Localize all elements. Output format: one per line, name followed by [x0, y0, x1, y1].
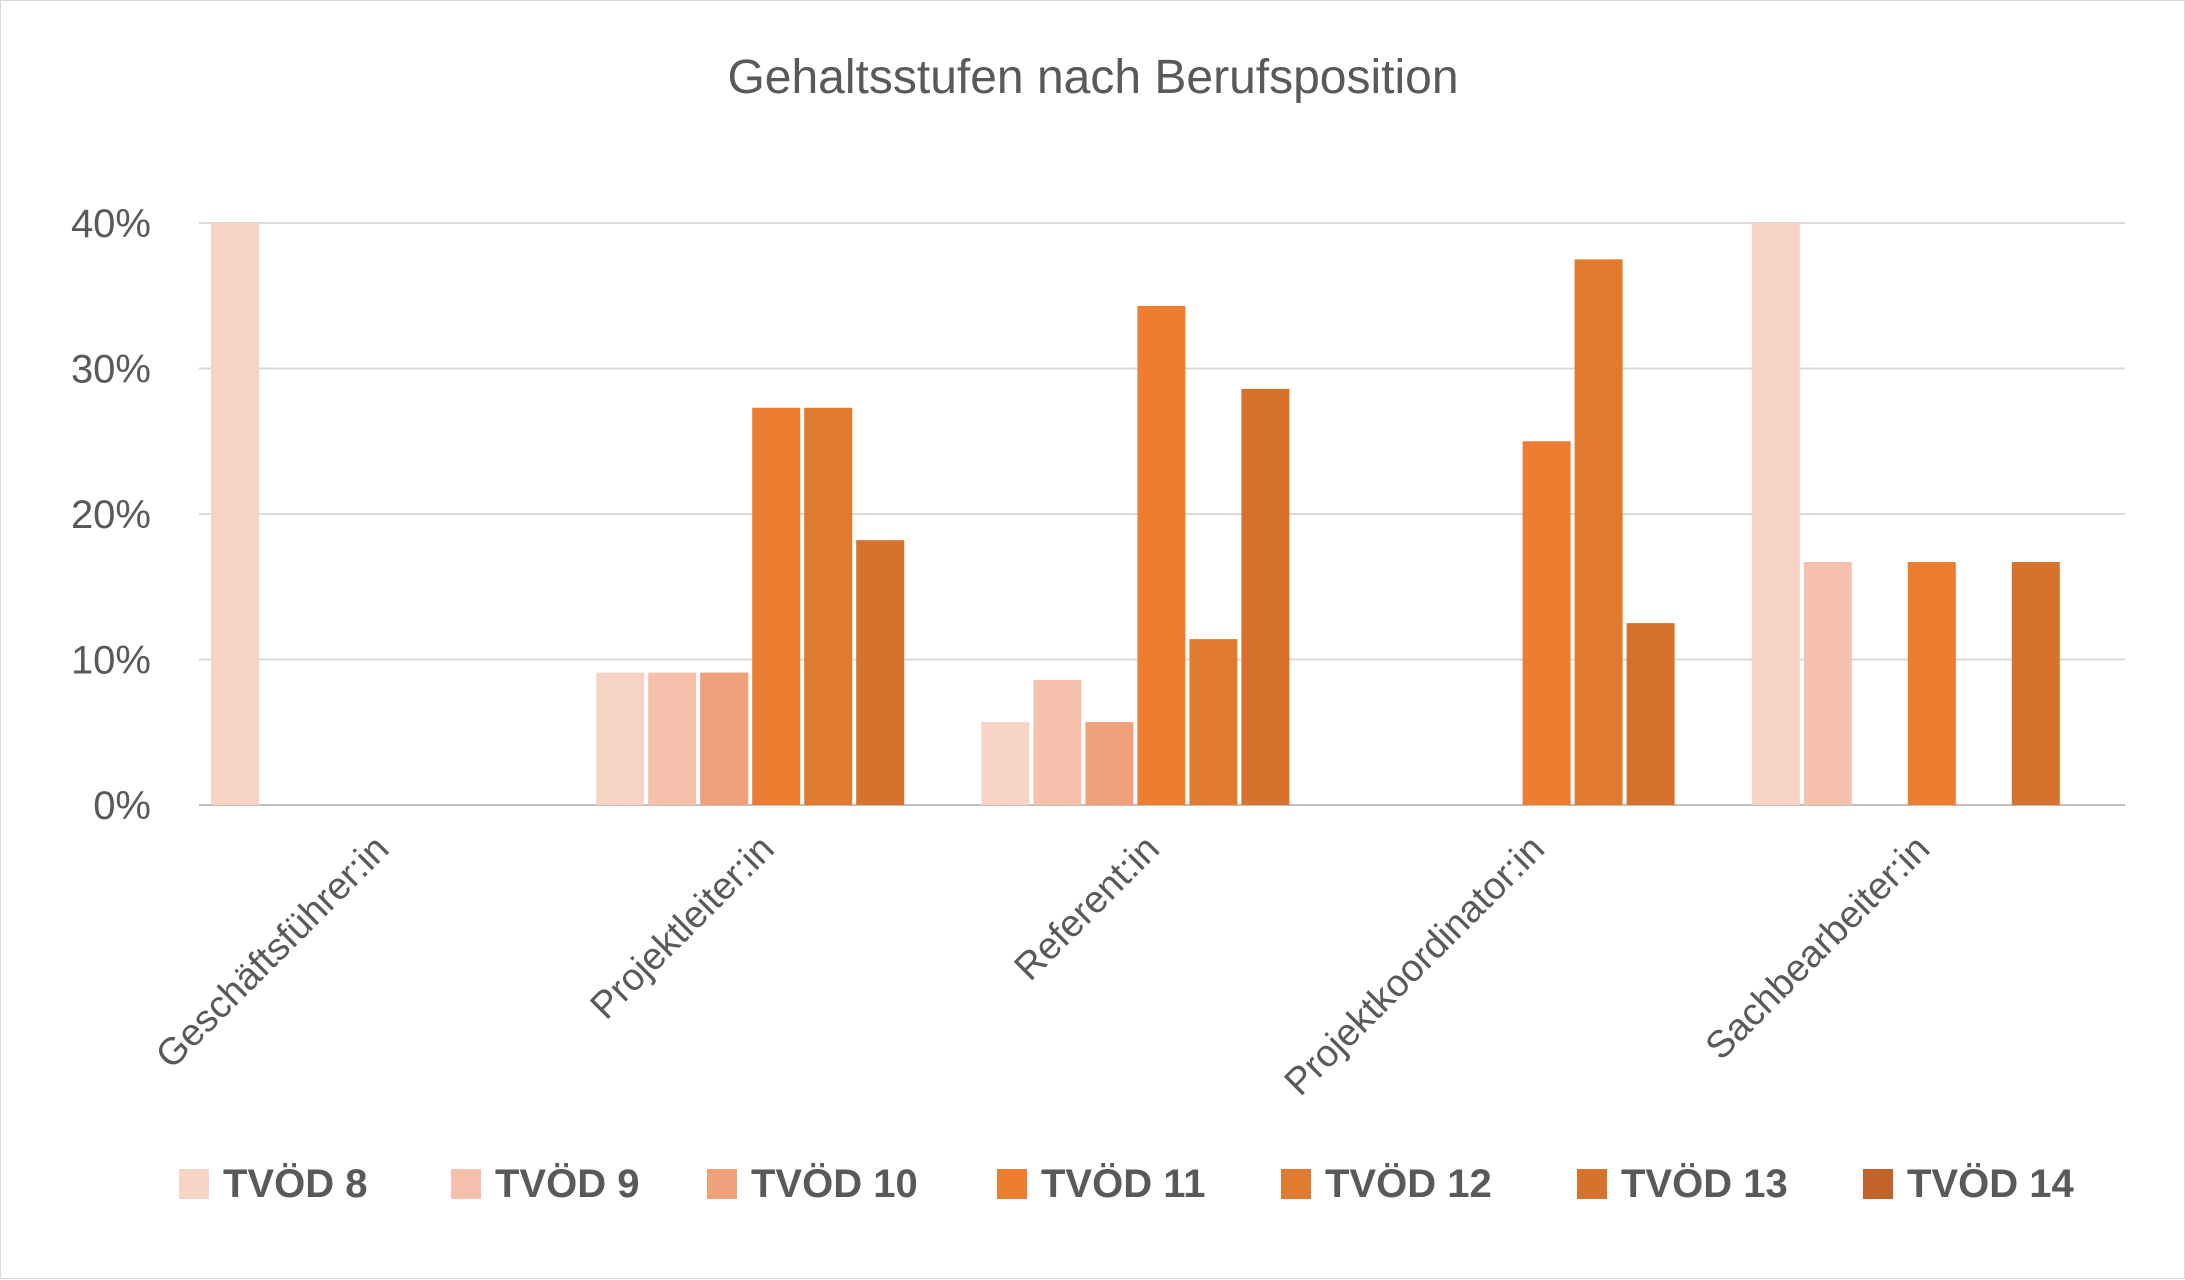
legend-label: TVÖD 12	[1325, 1161, 1492, 1206]
bar	[1137, 305, 1186, 805]
legend-swatch	[997, 1169, 1027, 1199]
y-tick-label: 20%	[71, 493, 151, 537]
bar	[1626, 623, 1675, 805]
legend-label: TVÖD 13	[1621, 1161, 1788, 1206]
bar	[1907, 562, 1956, 805]
bar	[1241, 388, 1290, 805]
bar	[700, 672, 749, 805]
y-tick-label: 40%	[71, 202, 151, 246]
x-tick-label: Geschäftsführer:in	[148, 828, 397, 1077]
chart-title: Gehaltsstufen nach Berufsposition	[727, 51, 1458, 104]
bar	[596, 672, 645, 805]
legend-label: TVÖD 9	[495, 1161, 639, 1206]
x-tick-label: Projektkoordinator:in	[1277, 828, 1553, 1104]
x-tick-label: Sachbearbeiter:in	[1698, 828, 1938, 1068]
bar	[1189, 639, 1238, 805]
legend-swatch	[179, 1169, 209, 1199]
x-tick-label: Projektleiter:in	[583, 828, 783, 1028]
bar	[1803, 562, 1852, 805]
bar	[2011, 562, 2060, 805]
bar	[1085, 722, 1134, 805]
bar	[1574, 259, 1623, 805]
legend-swatch	[451, 1169, 481, 1199]
y-tick-label: 0%	[93, 784, 151, 828]
legend-swatch	[1281, 1169, 1311, 1199]
bar	[1033, 679, 1082, 805]
bar	[856, 540, 905, 805]
legend-swatch	[1863, 1169, 1893, 1199]
legend-swatch	[707, 1169, 737, 1199]
bar	[752, 407, 801, 805]
bar	[211, 223, 259, 805]
bar	[648, 672, 697, 805]
legend: TVÖD 8 TVÖD 9 TVÖD 10 TVÖD 11 TVÖD 12 TVÖD 13…	[179, 1161, 2074, 1206]
legend-label: TVÖD 14	[1907, 1161, 2074, 1206]
bar	[1522, 441, 1571, 805]
y-axis: 0% 10% 20% 30% 40%	[71, 202, 151, 828]
y-tick-label: 10%	[71, 639, 151, 683]
bar	[1751, 223, 1800, 805]
legend-label: TVÖD 10	[751, 1161, 918, 1206]
x-axis: Geschäftsführer:in Projektleiter:in Refere…	[148, 828, 1938, 1104]
legend-label: TVÖD 11	[1041, 1161, 1206, 1206]
bars	[211, 223, 2060, 805]
legend-swatch	[1577, 1169, 1607, 1199]
x-tick-label: Referent:in	[1007, 828, 1168, 989]
bar	[981, 722, 1030, 805]
bar	[804, 407, 853, 805]
legend-label: TVÖD 8	[223, 1161, 367, 1206]
y-tick-label: 30%	[71, 348, 151, 392]
